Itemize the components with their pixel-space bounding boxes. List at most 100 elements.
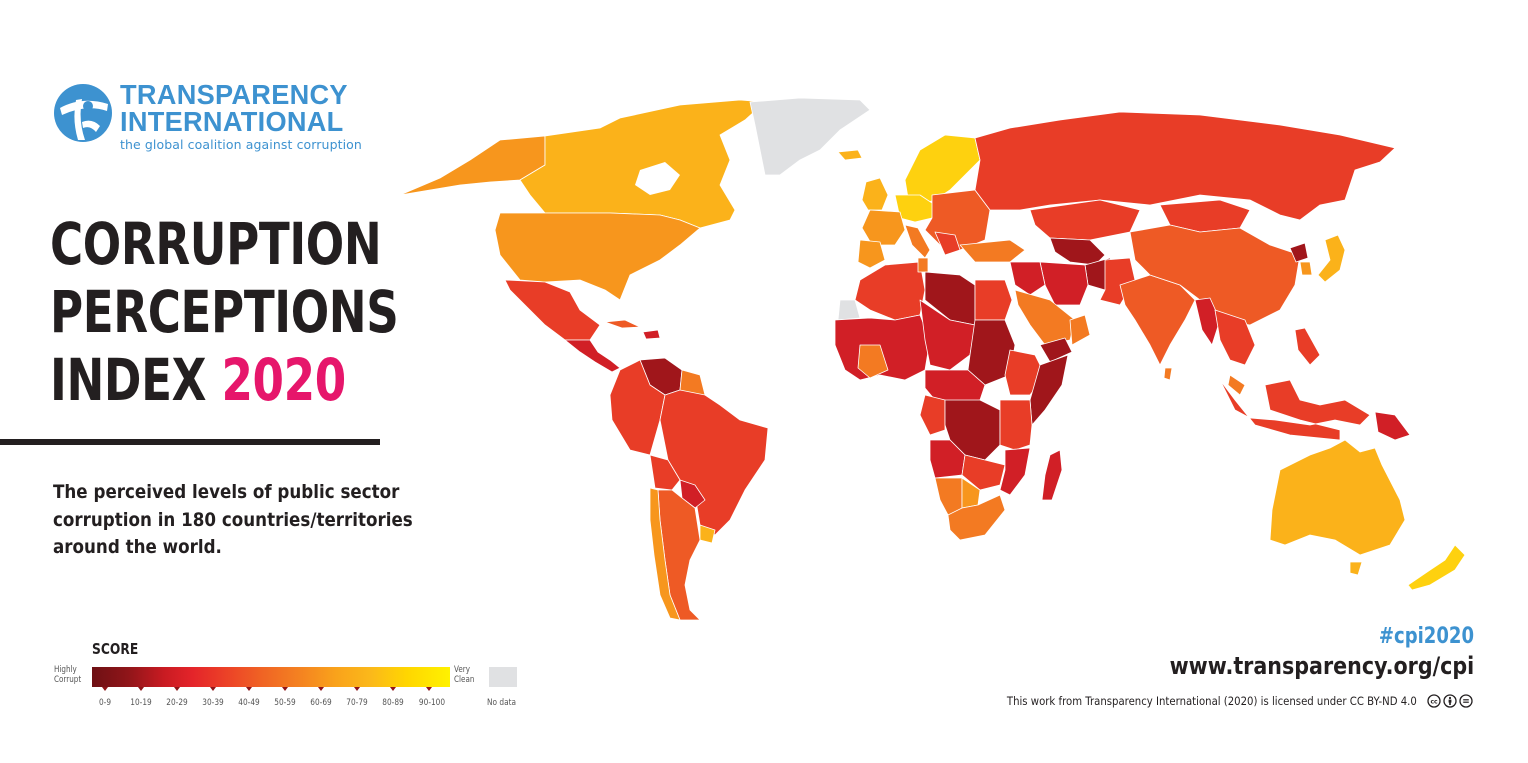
legend-tick xyxy=(282,687,288,691)
region-cuba xyxy=(604,319,641,329)
region-usa xyxy=(494,212,701,301)
region-egypt xyxy=(974,279,1013,321)
region-papua-new-guinea xyxy=(1374,411,1411,441)
legend-tick xyxy=(390,687,396,691)
region-new-zealand xyxy=(1407,544,1466,591)
legend-tick xyxy=(318,687,324,691)
region-canada xyxy=(519,99,766,229)
legend-bin-label: 30-39 xyxy=(202,698,224,708)
region-bolivia xyxy=(649,454,681,491)
website-link[interactable]: www.transparency.org/cpi xyxy=(1169,652,1474,680)
region-sri-lanka xyxy=(1163,367,1173,381)
hashtag[interactable]: #cpi2020 xyxy=(1378,624,1474,649)
legend-tick xyxy=(426,687,432,691)
region-alaska xyxy=(399,135,546,196)
title-index-word: INDEX xyxy=(50,346,207,414)
legend-high-label: Very Clean xyxy=(454,665,474,685)
title-line1: CORRUPTION xyxy=(50,210,382,278)
legend-bin-label: 50-59 xyxy=(274,698,296,708)
region-france xyxy=(861,209,906,246)
legend-bin-label: 10-19 xyxy=(130,698,152,708)
region-uk-ireland xyxy=(861,177,889,211)
region-indonesia xyxy=(1219,379,1371,441)
region-north-korea xyxy=(1289,242,1309,263)
region-uruguay xyxy=(699,524,716,544)
region-oman xyxy=(1069,314,1091,346)
region-turkey xyxy=(959,239,1026,263)
region-japan xyxy=(1317,234,1346,283)
region-niger-chad xyxy=(919,299,976,371)
region-sudan xyxy=(967,319,1016,386)
by-attribution-icon[interactable] xyxy=(1443,694,1457,708)
region-western-sahara xyxy=(837,299,861,321)
region-zambia-zimbabwe xyxy=(961,454,1006,491)
region-iceland xyxy=(837,149,863,161)
title-divider xyxy=(0,439,380,445)
region-central-america xyxy=(564,339,621,373)
legend-bin-label: 40-49 xyxy=(238,698,260,708)
region-chile xyxy=(649,487,681,621)
region-morocco-algeria xyxy=(854,261,926,321)
region-tunisia xyxy=(917,257,929,273)
region-hispaniola xyxy=(642,329,661,340)
region-greenland xyxy=(749,97,871,176)
region-east-africa xyxy=(999,399,1033,451)
subtitle: The perceived levels of public sector co… xyxy=(53,479,413,562)
score-legend: SCORE Highly Corrupt 0-9 10-19 20-29 30-… xyxy=(54,640,534,720)
region-mozambique xyxy=(999,447,1031,496)
transparency-international-logo: TRANSPARENCY INTERNATIONAL the global co… xyxy=(52,81,362,152)
title-line3: INDEX 2020 xyxy=(50,346,398,414)
region-iraq-syria xyxy=(1009,261,1046,296)
legend-bin-label: 80-89 xyxy=(382,698,404,708)
page-title: CORRUPTION PERCEPTIONS INDEX 2020 xyxy=(50,210,497,414)
region-iberia xyxy=(857,239,886,269)
legend-tick xyxy=(138,687,144,691)
region-italy xyxy=(904,224,931,259)
legend-low-label-line1: Highly xyxy=(54,665,77,675)
legend-no-data-swatch xyxy=(489,667,517,687)
region-madagascar xyxy=(1041,449,1063,501)
region-gabon-congo xyxy=(919,394,946,436)
region-south-korea xyxy=(1299,261,1313,276)
title-year: 2020 xyxy=(221,346,346,414)
logo-title-line2: INTERNATIONAL xyxy=(120,106,344,137)
region-russia xyxy=(974,111,1396,221)
svg-text:cc: cc xyxy=(1430,698,1438,705)
legend-tick xyxy=(210,687,216,691)
legend-tick xyxy=(354,687,360,691)
region-philippines xyxy=(1294,327,1321,366)
logo-tagline: the global coalition against corruption xyxy=(120,137,362,152)
legend-high-label-line2: Clean xyxy=(454,675,475,685)
subtitle-line3: around the world. xyxy=(53,536,222,558)
legend-bin-label: 60-69 xyxy=(310,698,332,708)
region-colombia-peru-ecuador xyxy=(609,359,666,456)
region-balkans xyxy=(934,231,961,256)
legend-low-label: Highly Corrupt xyxy=(54,665,81,685)
legend-low-label-line2: Corrupt xyxy=(54,675,82,685)
legend-high-label-line1: Very xyxy=(454,665,471,675)
region-myanmar xyxy=(1194,297,1221,346)
region-south-africa xyxy=(947,494,1006,541)
license-text: This work from Transparency Internationa… xyxy=(1007,694,1417,708)
region-central-asia-stans xyxy=(1049,237,1106,266)
cc-icon[interactable]: cc xyxy=(1427,694,1441,708)
title-line2: PERCEPTIONS xyxy=(50,278,399,346)
legend-bin-labels: 0-9 10-19 20-29 30-39 40-49 50-59 60-69 … xyxy=(92,698,450,710)
region-west-coast xyxy=(857,344,889,379)
world-choropleth-map xyxy=(399,97,1466,621)
license-notice: This work from Transparency Internationa… xyxy=(951,694,1473,708)
region-namibia xyxy=(934,477,963,516)
legend-no-data-label: No data xyxy=(487,698,517,708)
region-southeast-asia xyxy=(1214,309,1256,366)
legend-color-scale xyxy=(92,667,450,687)
region-malaysia xyxy=(1227,374,1246,396)
region-australia xyxy=(1269,439,1406,556)
legend-bin-label: 20-29 xyxy=(166,698,188,708)
region-kazakhstan xyxy=(1029,199,1141,241)
transparency-international-figure-icon xyxy=(54,84,112,142)
nd-no-derivatives-icon[interactable] xyxy=(1459,694,1473,708)
legend-bin-label: 0-9 xyxy=(98,698,112,708)
region-tasmania xyxy=(1349,561,1363,576)
region-india xyxy=(1119,274,1196,366)
subtitle-line1: The perceived levels of public sector xyxy=(53,481,400,503)
